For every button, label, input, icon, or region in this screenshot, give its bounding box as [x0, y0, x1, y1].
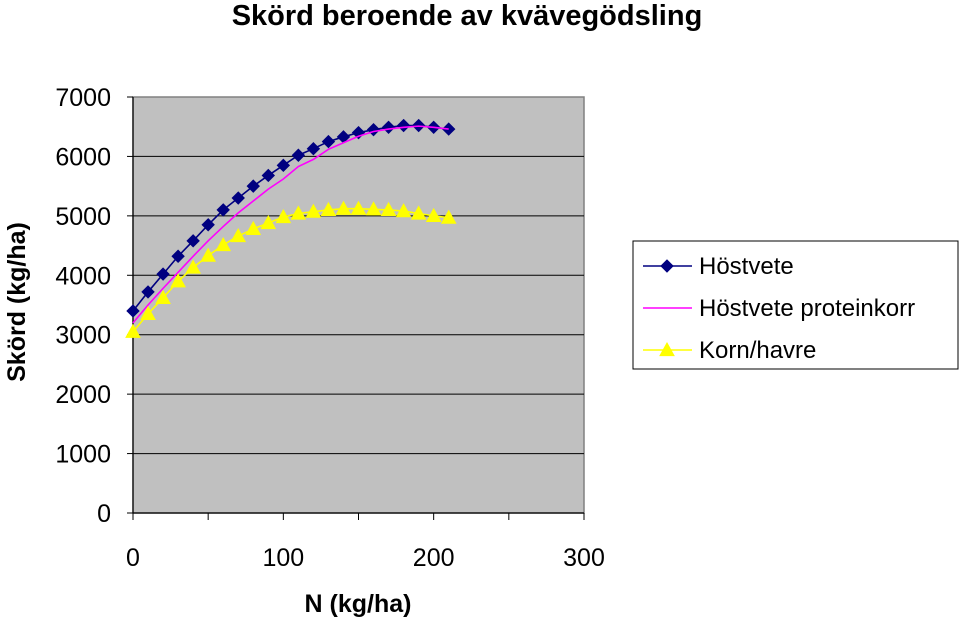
data-point-korn-havre	[320, 201, 337, 217]
data-point-korn-havre	[245, 220, 262, 236]
chart-title: Skörd beroende av kvävegödsling	[232, 0, 703, 32]
data-point-korn-havre	[410, 205, 427, 220]
y-tick-label: 3000	[55, 322, 111, 350]
data-point-korn-havre	[380, 201, 397, 217]
data-point-h-stvete	[246, 179, 260, 193]
x-tick-label: 100	[262, 544, 304, 572]
data-point-h-stvete	[156, 267, 170, 281]
data-point-h-stvete	[141, 285, 155, 299]
data-point-h-stvete	[201, 218, 215, 232]
y-tick-label: 2000	[55, 381, 111, 409]
data-point-h-stvete	[231, 191, 245, 205]
data-point-korn-havre	[305, 203, 322, 218]
data-point-korn-havre	[425, 207, 442, 222]
data-point-h-stvete	[171, 249, 185, 263]
y-tick-label: 0	[97, 500, 111, 528]
data-point-korn-havre	[200, 247, 217, 262]
grid-lines	[133, 155, 584, 455]
y-tick-label: 4000	[55, 262, 111, 290]
plot-area	[132, 96, 585, 514]
y-tick-label: 7000	[55, 84, 111, 112]
y-tick-label: 1000	[55, 441, 111, 469]
data-point-korn-havre	[215, 236, 232, 252]
data-point-h-stvete	[306, 141, 321, 156]
y-axis-title: Skörd (kg/ha)	[3, 222, 31, 382]
series-line-h-stvete	[132, 124, 449, 312]
y-tick-label: 6000	[55, 143, 111, 171]
data-point-h-stvete	[276, 158, 291, 173]
data-point-h-stvete	[186, 234, 200, 248]
data-point-korn-havre	[140, 305, 156, 321]
data-point-h-stvete	[126, 304, 140, 318]
legend-box	[632, 240, 959, 370]
data-point-korn-havre	[350, 200, 367, 215]
data-point-korn-havre	[365, 201, 382, 216]
data-point-h-stvete	[291, 148, 306, 162]
data-point-korn-havre	[335, 200, 352, 215]
legend: Höstvete Höstvete proteinkorr Korn/havre	[632, 240, 959, 370]
x-axis-title: N (kg/ha)	[305, 590, 412, 618]
legend-marker-korn-havre	[659, 341, 675, 357]
data-point-korn-havre	[395, 203, 412, 218]
data-point-h-stvete	[381, 120, 396, 135]
x-tick-label: 200	[413, 544, 455, 572]
data-point-korn-havre	[290, 205, 307, 220]
data-point-korn-havre	[185, 259, 201, 274]
axes: 0 1000 2000 3000 4000 5000 6000 7000 0 100 200 300	[55, 84, 604, 572]
series-line-h-stvete-proteinkorr	[132, 125, 449, 324]
x-tick-label: 0	[126, 544, 140, 572]
data-point-korn-havre	[275, 209, 292, 224]
data-point-h-stvete	[321, 134, 336, 149]
data-point-h-stvete	[216, 203, 230, 217]
data-point-korn-havre	[155, 289, 171, 304]
data-point-korn-havre	[125, 323, 141, 338]
data-point-korn-havre	[440, 209, 457, 224]
legend-label-h-stvete-proteinkorr: Höstvete proteinkorr	[699, 295, 915, 322]
data-point-korn-havre	[170, 273, 186, 288]
y-tick-label: 5000	[55, 203, 111, 231]
data-point-korn-havre	[230, 228, 247, 243]
legend-label-korn-havre: Korn/havre	[699, 337, 816, 364]
series-layer	[125, 118, 457, 338]
legend-marker-h-stvete	[660, 259, 674, 273]
legend-label-h-stvete: Höstvete	[699, 253, 794, 280]
data-point-korn-havre	[260, 214, 277, 230]
series-line-korn-havre	[132, 207, 449, 333]
data-point-h-stvete	[261, 168, 276, 183]
data-point-h-stvete	[396, 118, 411, 133]
x-tick-label: 300	[563, 544, 605, 572]
